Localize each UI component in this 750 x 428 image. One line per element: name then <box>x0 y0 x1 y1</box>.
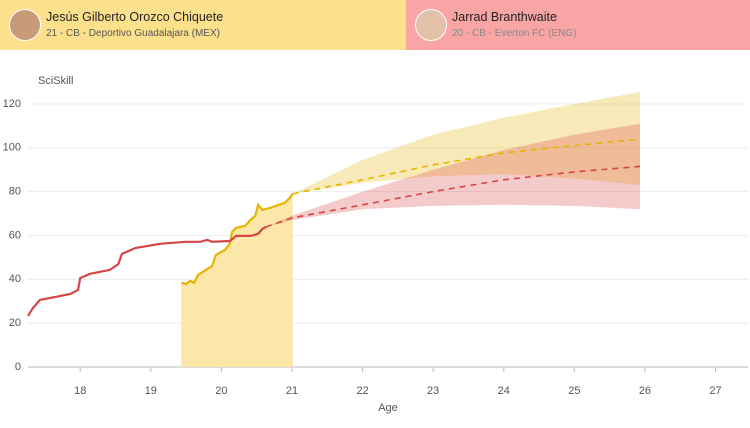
y-tick-label: 40 <box>9 273 21 285</box>
x-tick-label: 26 <box>639 385 651 397</box>
y-tick-label: 20 <box>9 317 21 329</box>
y-axis-title: SciSkill <box>38 75 73 87</box>
projection-band <box>265 123 640 227</box>
y-tick-label: 0 <box>15 361 21 373</box>
x-tick-label: 24 <box>498 385 510 397</box>
avatar <box>415 9 447 41</box>
projection-line <box>265 165 641 228</box>
history-line <box>27 225 267 317</box>
history-area <box>181 193 293 367</box>
player-info: 20 - CB - Everton FC (ENG) <box>452 28 577 39</box>
avatar <box>9 9 41 41</box>
player-card[interactable]: Jesús Gilberto Orozco Chiquete 21 - CB -… <box>0 0 406 50</box>
x-tick-label: 25 <box>568 385 580 397</box>
x-tick-label: 19 <box>145 385 157 397</box>
player-info: 21 - CB - Deportivo Guadalajara (MEX) <box>46 28 220 39</box>
x-tick-label: 23 <box>427 385 439 397</box>
y-tick-label: 100 <box>3 142 21 154</box>
y-tick-label: 80 <box>9 186 21 198</box>
x-tick-label: 21 <box>286 385 298 397</box>
x-tick-label: 20 <box>215 385 227 397</box>
x-tick-label: 22 <box>356 385 368 397</box>
x-axis-title: Age <box>378 402 398 414</box>
player-name: Jarrad Branthwaite <box>452 10 557 24</box>
y-tick-label: 60 <box>9 229 21 241</box>
x-tick-label: 27 <box>709 385 721 397</box>
x-tick-label: 18 <box>74 385 86 397</box>
history-line <box>180 193 294 286</box>
player-name: Jesús Gilberto Orozco Chiquete <box>46 10 224 24</box>
player-card[interactable]: Jarrad Branthwaite 20 - CB - Everton FC … <box>406 0 750 50</box>
y-tick-label: 120 <box>3 98 21 110</box>
projection-line <box>292 138 641 195</box>
projection-band <box>292 91 640 194</box>
